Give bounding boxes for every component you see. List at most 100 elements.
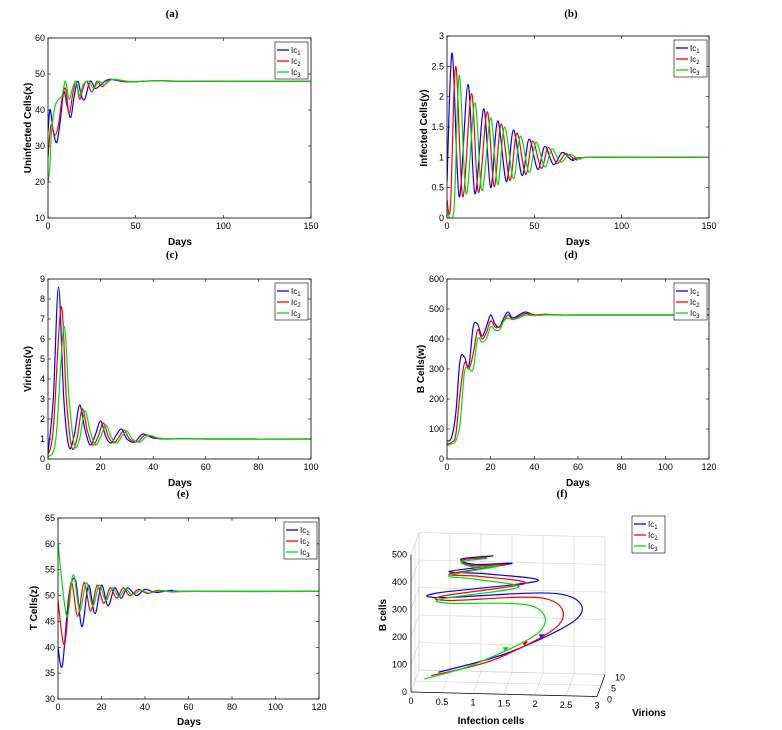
y-tick-label: 600	[429, 274, 444, 284]
panel-a-ylabel: Uninfected Cells(x)	[23, 83, 34, 174]
legend-label-1: Ic1	[690, 287, 700, 298]
panel-d-xlabel: Days	[566, 478, 590, 489]
x-tick-label: 0	[45, 221, 50, 231]
legend-label-1: Ic1	[291, 46, 301, 57]
y-tick-label: 30	[45, 694, 55, 704]
panel-f-title: (f)	[557, 488, 568, 500]
panel-e-ylabel: T Cells(z)	[29, 586, 40, 630]
legend-label-3: Ic3	[690, 66, 700, 77]
x-tick-label: 120	[701, 462, 716, 472]
y-tick-label: 2	[439, 92, 444, 102]
x-tick-label: 0	[55, 702, 60, 712]
x-tick-label: 2	[532, 699, 537, 709]
panel-f-xlabel: Infection cells	[458, 716, 525, 727]
x-tick-label: 100	[614, 221, 629, 231]
panel-e-title: (e)	[177, 488, 190, 500]
panel-c-ylabel: Virions(v)	[23, 346, 34, 392]
y-tick-label: 200	[429, 394, 444, 404]
y-tick-label: 0.5	[431, 183, 444, 193]
y-tick-label: 40	[35, 105, 45, 115]
panel-c-axes-box	[47, 278, 312, 460]
y-tick-label: 1	[439, 152, 444, 162]
y-tick-label: 50	[45, 591, 55, 601]
y-tick-label: 45	[45, 616, 55, 626]
y-tick-label: 300	[392, 605, 407, 615]
legend-label-3: Ic3	[291, 68, 301, 79]
y-tick-label: 5	[40, 354, 45, 364]
panel-c-title: (c)	[166, 249, 179, 261]
panel-a-axes-box	[47, 37, 312, 219]
series-line-ic1	[48, 286, 311, 454]
series-line-ic1	[48, 78, 311, 144]
y-tick-label: 35	[45, 668, 55, 678]
series-line-ic3	[58, 543, 319, 617]
panel-b-axes-box	[446, 35, 710, 219]
panel-d-series	[447, 311, 709, 447]
x-tick-label: 40	[148, 462, 158, 472]
grid-z	[418, 669, 606, 675]
x-tick-label: 80	[253, 462, 263, 472]
y-tick-label: 0	[439, 454, 444, 464]
y-tick-label: 40	[45, 642, 55, 652]
panel-b-series	[447, 52, 709, 218]
legend-label-2: Ic2	[690, 298, 700, 309]
y-tick-label: 20	[35, 177, 45, 187]
legend-label-2: Ic2	[300, 537, 310, 548]
y-tick-label: 0	[439, 213, 444, 223]
panel-f-series	[424, 555, 583, 680]
legend-label-3: Ic3	[300, 548, 310, 559]
legend-label-2: Ic2	[291, 298, 301, 309]
legend-label-1: Ic1	[690, 44, 700, 55]
y-tick-label: 8	[40, 294, 45, 304]
legend-label-2: Ic2	[291, 57, 301, 68]
y-tick-label: 2	[40, 414, 45, 424]
panel-d-title: (d)	[564, 249, 578, 261]
z-tick-label: 10	[615, 673, 625, 683]
legend-label-1: Ic1	[300, 526, 310, 537]
x-tick-label: 50	[131, 221, 141, 231]
y-tick-label: 1	[40, 434, 45, 444]
panel-e-series	[58, 543, 319, 668]
y-tick-label: 30	[35, 141, 45, 151]
panel-e-xlabel: Days	[177, 717, 201, 728]
panel-b-ylabel: Infected Cells(y)	[419, 89, 430, 166]
series-line-ic3	[48, 78, 311, 183]
x-tick-label: 80	[617, 462, 627, 472]
panel-c-ticks: 0 20 40 60 80 100 0 1 2 3 4 5 6 7 8 9	[40, 274, 319, 472]
x-tick-label: 100	[303, 462, 318, 472]
x-tick-label: 20	[486, 462, 496, 472]
direction-arrow-ic3	[502, 647, 509, 652]
x-tick-label: 0	[408, 696, 413, 706]
y-tick-label: 65	[45, 513, 55, 523]
panel-d-ticks: 0 20 40 60 80 100 120 0 100 200 300 400 500 600	[429, 274, 717, 472]
y-tick-label: 400	[429, 334, 444, 344]
y-tick-label: 200	[392, 632, 407, 642]
series-line-ic3	[447, 74, 709, 218]
y-tick-label: 100	[429, 424, 444, 434]
series-line-ic2	[447, 312, 709, 445]
panel-e: (e) 0 20 40 60 80 100 120 30 35 40 45 50 55 60 65 Days…	[29, 488, 327, 728]
panel-e-ticks: 0 20 40 60 80 100 120 30 35 40 45 50 55 60 65	[45, 513, 327, 712]
x-tick-label: 120	[311, 702, 326, 712]
x-tick-label: 0	[444, 462, 449, 472]
x-tick-label: 20	[96, 462, 106, 472]
y-tick-label: 0	[40, 454, 45, 464]
y-tick-label: 7	[40, 314, 45, 324]
y-tick-label: 9	[40, 274, 45, 284]
z-tick-label: 5	[611, 684, 616, 694]
axis-edge	[596, 674, 606, 697]
y-tick-label: 1.5	[431, 122, 444, 132]
y-tick-label: 60	[45, 539, 55, 549]
y-tick-label: 300	[429, 364, 444, 374]
legend-label-3: Ic3	[648, 542, 658, 553]
series-line-ic3	[447, 314, 709, 447]
series-line-ic3	[48, 326, 311, 458]
x-tick-label: 60	[183, 702, 193, 712]
